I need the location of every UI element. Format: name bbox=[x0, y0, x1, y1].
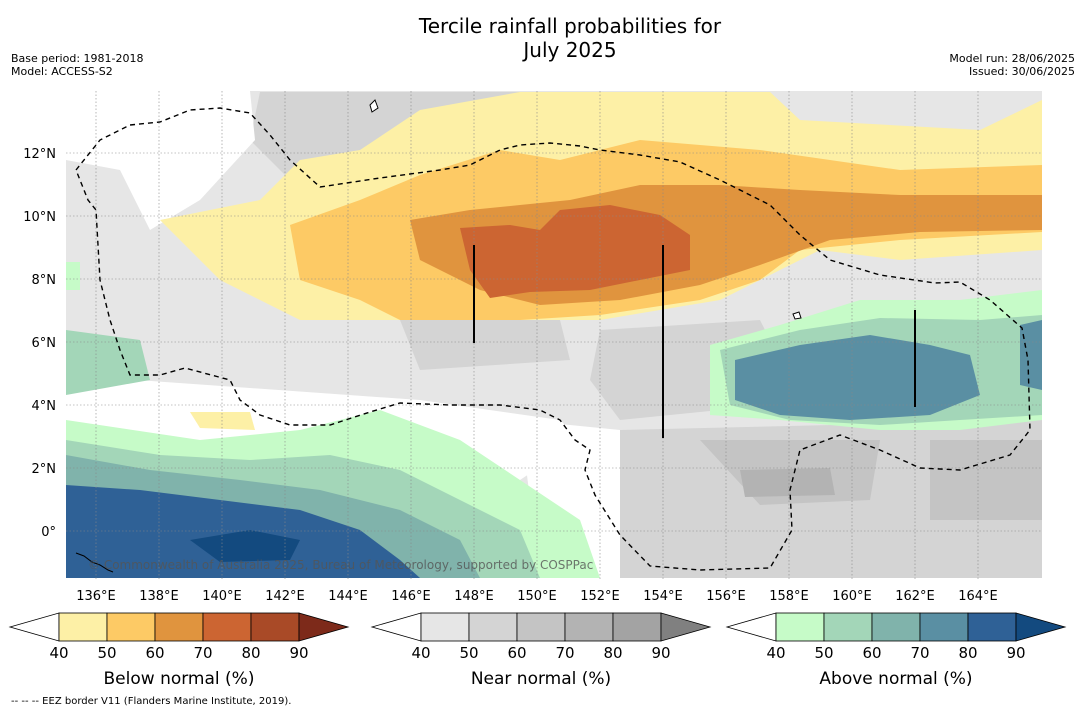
colorbar-tick-label: 80 bbox=[241, 644, 260, 662]
below-normal-50-spot bbox=[190, 412, 255, 430]
colorbar-segment bbox=[823, 612, 873, 642]
colorbar-label: Near normal (%) bbox=[471, 669, 611, 689]
colorbar-tick-label: 90 bbox=[651, 644, 670, 662]
island-outline bbox=[369, 99, 379, 113]
above-normal-70-east bbox=[735, 320, 1042, 420]
colorbar-tick-label: 60 bbox=[145, 644, 164, 662]
colorbar-tick-label: 70 bbox=[555, 644, 574, 662]
lat-tick-label: 4°N bbox=[32, 399, 57, 414]
colorbar-tick-label: 40 bbox=[49, 644, 68, 662]
lon-tick-label: 156°E bbox=[706, 589, 746, 604]
colorbar-under-triangle bbox=[725, 612, 777, 642]
lat-tick-label: 6°N bbox=[32, 336, 57, 351]
colorbar-tick-label: 40 bbox=[411, 644, 430, 662]
issued-text: Issued: 30/06/2025 bbox=[968, 65, 1075, 78]
lon-tick-label: 136°E bbox=[76, 589, 116, 604]
colorbar-segment bbox=[871, 612, 921, 642]
colorbar-over-triangle bbox=[1015, 612, 1067, 642]
colorbar-over-triangle bbox=[298, 612, 350, 642]
colorbar-tick-label: 90 bbox=[1006, 644, 1025, 662]
colorbar-segment bbox=[564, 612, 614, 642]
latitude-axis: 12°N 10°N 8°N 6°N 4°N 2°N 0° bbox=[23, 147, 56, 540]
eez-footnote: -- -- -- EEZ border V11 (Flanders Marine… bbox=[11, 696, 292, 707]
lon-tick-label: 150°E bbox=[517, 589, 557, 604]
lon-tick-label: 160°E bbox=[832, 589, 872, 604]
colorbar-group: 40 50 60 70 80 90 Below normal (%) 40 50 60 70 80 90… bbox=[8, 612, 1067, 689]
colorbar-segment bbox=[250, 612, 300, 642]
lat-tick-label: 0° bbox=[41, 525, 56, 540]
colorbar-segment bbox=[58, 612, 108, 642]
colorbar: 40 50 60 70 80 90 Above normal (%) bbox=[725, 612, 1067, 689]
eez-border bbox=[75, 107, 1031, 571]
colorbar-tick-label: 70 bbox=[193, 644, 212, 662]
lon-tick-label: 162°E bbox=[895, 589, 935, 604]
island-outline bbox=[75, 552, 114, 573]
colorbar: 40 50 60 70 80 90 Below normal (%) bbox=[8, 612, 350, 689]
colorbar-tick-label: 80 bbox=[603, 644, 622, 662]
near-normal-70 bbox=[700, 440, 1042, 520]
above-normal-90-sw bbox=[190, 530, 300, 562]
colorbar-segment bbox=[468, 612, 518, 642]
near-normal-80 bbox=[740, 468, 835, 497]
lon-tick-label: 144°E bbox=[328, 589, 368, 604]
lon-tick-label: 164°E bbox=[958, 589, 998, 604]
colorbar-tick-label: 60 bbox=[507, 644, 526, 662]
colorbar-tick-label: 50 bbox=[814, 644, 833, 662]
lat-tick-label: 12°N bbox=[23, 147, 56, 162]
lon-tick-label: 148°E bbox=[454, 589, 494, 604]
model-text: Model: ACCESS-S2 bbox=[11, 65, 113, 78]
colorbar-segment bbox=[775, 612, 825, 642]
colorbar-tick-label: 80 bbox=[958, 644, 977, 662]
colorbar-tick-label: 50 bbox=[459, 644, 478, 662]
lon-tick-label: 152°E bbox=[580, 589, 620, 604]
colorbar-under-triangle bbox=[8, 612, 60, 642]
title-line-1: Tercile rainfall probabilities for bbox=[418, 14, 722, 38]
colorbar-segment bbox=[612, 612, 662, 642]
run-info: Model run: 28/06/2025 Issued: 30/06/2025 bbox=[949, 52, 1075, 78]
colorbar-segment bbox=[516, 612, 566, 642]
lon-tick-label: 138°E bbox=[139, 589, 179, 604]
lon-tick-label: 140°E bbox=[202, 589, 242, 604]
lon-tick-label: 146°E bbox=[391, 589, 431, 604]
colorbar-segment bbox=[967, 612, 1017, 642]
map-grid bbox=[66, 91, 1042, 579]
colorbar-over-triangle bbox=[660, 612, 712, 642]
chart-title: Tercile rainfall probabilities for July … bbox=[0, 14, 1085, 62]
lat-tick-label: 10°N bbox=[23, 210, 56, 225]
model-run-text: Model run: 28/06/2025 bbox=[949, 52, 1075, 65]
colorbar-under-triangle bbox=[370, 612, 422, 642]
lon-tick-label: 142°E bbox=[265, 589, 305, 604]
colorbar-tick-label: 50 bbox=[97, 644, 116, 662]
colorbar-label: Below normal (%) bbox=[104, 669, 255, 689]
colorbar-label: Above normal (%) bbox=[819, 669, 972, 689]
colorbar-segment bbox=[919, 612, 969, 642]
model-info: Base period: 1981-2018 Model: ACCESS-S2 bbox=[11, 52, 143, 78]
colorbar-segment bbox=[420, 612, 470, 642]
title-line-2: July 2025 bbox=[523, 38, 617, 62]
colorbar-segment bbox=[202, 612, 252, 642]
colorbar-tick-label: 70 bbox=[910, 644, 929, 662]
colorbar-tick-label: 90 bbox=[289, 644, 308, 662]
watermark-text: © Commonwealth of Australia 2025, Bureau… bbox=[88, 558, 593, 572]
below-normal-80 bbox=[460, 205, 690, 298]
colorbar: 40 50 60 70 80 90 Near normal (%) bbox=[370, 612, 712, 689]
island-outline bbox=[792, 311, 802, 320]
lat-tick-label: 8°N bbox=[32, 273, 57, 288]
lon-tick-label: 154°E bbox=[643, 589, 683, 604]
base-period-text: Base period: 1981-2018 bbox=[11, 52, 144, 65]
lon-tick-label: 158°E bbox=[769, 589, 809, 604]
colorbar-segment bbox=[154, 612, 204, 642]
colorbar-segment bbox=[106, 612, 156, 642]
colorbar-tick-label: 60 bbox=[862, 644, 881, 662]
map-layers: © Commonwealth of Australia 2025, Bureau… bbox=[66, 91, 1042, 579]
longitude-axis: 136°E 138°E 140°E 142°E 144°E 146°E 148°E 150°E… bbox=[76, 589, 998, 604]
lat-tick-label: 2°N bbox=[32, 462, 57, 477]
colorbar-tick-label: 40 bbox=[766, 644, 785, 662]
